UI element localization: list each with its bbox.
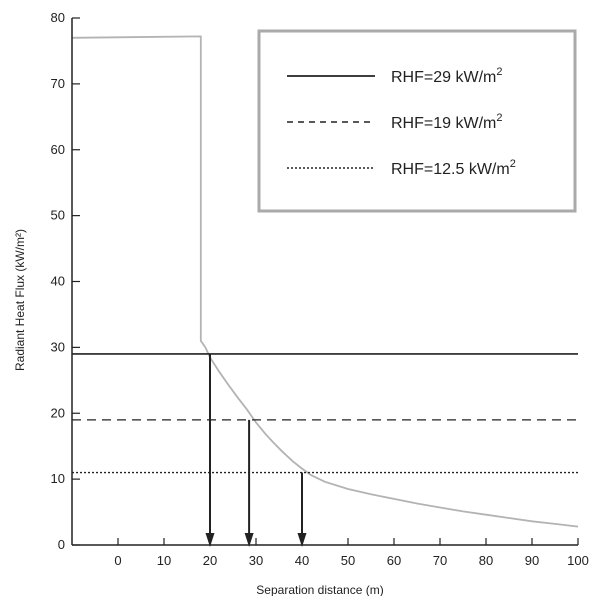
- legend-label: RHF=29 kW/m2: [391, 66, 502, 86]
- x-tick-label: 50: [341, 553, 355, 568]
- x-tick-label: 100: [567, 553, 589, 568]
- y-tick-label: 80: [51, 10, 65, 25]
- x-tick-label: 10: [157, 553, 171, 568]
- x-axis-title: Separation distance (m): [256, 583, 383, 596]
- legend-label: RHF=19 kW/m2: [391, 112, 502, 132]
- y-tick-label: 70: [51, 76, 65, 91]
- y-tick-label: 30: [51, 339, 65, 354]
- x-tick-label: 70: [433, 553, 447, 568]
- legend-label: RHF=12.5 kW/m2: [391, 158, 516, 178]
- y-tick-label: 10: [51, 471, 65, 486]
- x-tick-label: 60: [387, 553, 401, 568]
- x-tick-label: 90: [525, 553, 539, 568]
- y-tick-label: 50: [51, 208, 65, 223]
- x-tick-label: 0: [114, 553, 121, 568]
- legend: RHF=29 kW/m2 RHF=19 kW/m2 RHF=12.5 kW/m2: [257, 29, 577, 213]
- x-tick-label: 80: [479, 553, 493, 568]
- y-tick-label: 60: [51, 142, 65, 157]
- x-tick-label: 30: [249, 553, 263, 568]
- arrow-layer: [205, 353, 307, 547]
- x-tick-label: 20: [203, 553, 217, 568]
- y-tick-label: 40: [51, 274, 65, 289]
- y-axis-title: Radiant Heat Flux (kW/m²): [13, 229, 27, 371]
- heat-flux-curve: [71, 35, 579, 528]
- axis-layer: 0 10 20 30 40 50 60 70 80 90 100 0 10 20 30 40 50 60 70 80: [51, 10, 589, 568]
- threshold-layer: [72, 353, 578, 474]
- legend-box: [257, 29, 577, 213]
- distance-arrow-head: [244, 533, 254, 547]
- curve-layer: [71, 35, 579, 528]
- y-tick-label: 0: [58, 537, 65, 552]
- x-tick-label: 40: [295, 553, 309, 568]
- y-tick-label: 20: [51, 405, 65, 420]
